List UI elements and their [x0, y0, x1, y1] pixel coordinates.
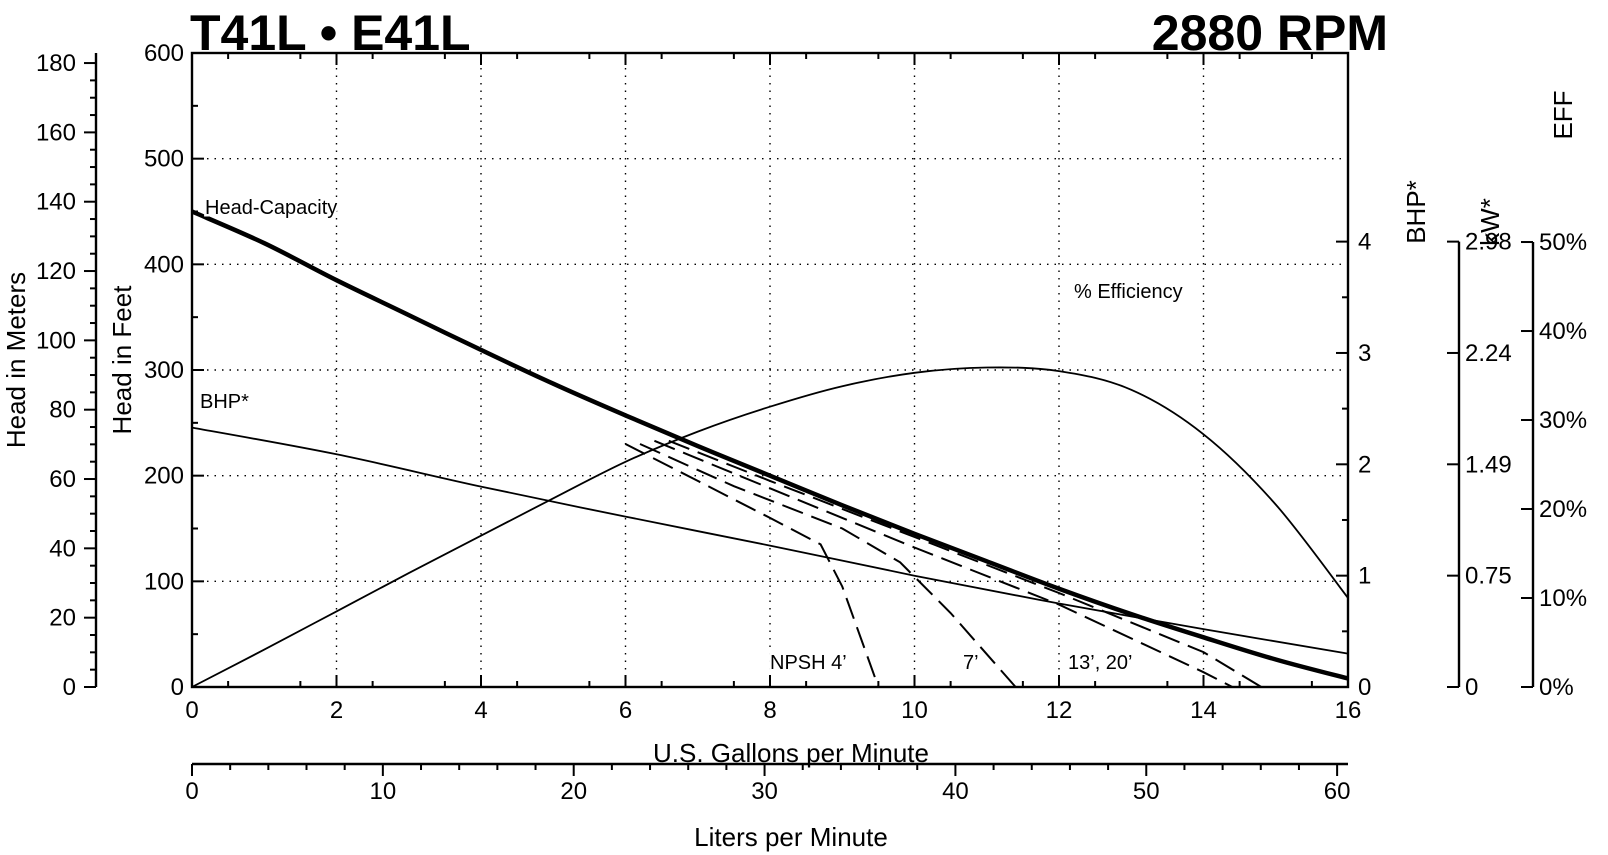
x-tick-label: 14: [1190, 697, 1217, 724]
x-tick-label: 16: [1335, 697, 1362, 724]
grid-layer: [192, 53, 1348, 687]
x-tick-label: 12: [1046, 697, 1073, 724]
y-meters-axis-title: Head in Meters: [1, 272, 31, 448]
y-meters-tick-label: 160: [36, 119, 76, 146]
y-eff-tick-label: 20%: [1539, 496, 1587, 523]
labels-layer: Head-Capacity BHP* % Efficiency NPSH 4’ 7’ 13…: [198, 195, 1186, 677]
x-tick-label: 6: [619, 697, 632, 724]
x2-tick-label: 60: [1324, 778, 1351, 805]
y-bhp-axis-title: BHP*: [1401, 180, 1431, 244]
y-kw-tick-label: 0: [1465, 674, 1478, 701]
x2-tick-label: 0: [185, 778, 198, 805]
npsh-7-label: 7’: [963, 652, 979, 674]
y-kw-axis-title: kW*: [1475, 198, 1505, 246]
y-meters-tick-label: 60: [49, 466, 76, 493]
y-meters-tick-label: 80: [49, 397, 76, 424]
npsh-13ft-curve: [654, 439, 1233, 688]
y-feet-axis-title: Head in Feet: [107, 285, 137, 435]
chart-title-right: 2880 RPM: [1152, 5, 1388, 61]
bhp-label: BHP*: [200, 391, 249, 413]
npsh-4-label: NPSH 4’: [770, 652, 847, 674]
x-tick-label: 0: [185, 697, 198, 724]
y-feet-tick-label: 300: [144, 357, 184, 384]
x2-tick-label: 10: [370, 778, 397, 805]
y-kw-tick-label: 1.49: [1465, 451, 1512, 478]
y-bhp-tick-label: 2: [1358, 451, 1371, 478]
x-tick-label: 8: [763, 697, 776, 724]
x-tick-label: 4: [474, 697, 487, 724]
x2-tick-label: 20: [560, 778, 587, 805]
x-tick-label: 2: [330, 697, 343, 724]
y-eff-tick-label: 0%: [1539, 674, 1574, 701]
y-meters-tick-label: 20: [49, 605, 76, 632]
y-feet-tick-label: 100: [144, 568, 184, 595]
chart-title-left: T41L • E41L: [190, 5, 471, 61]
head-capacity-label: Head-Capacity: [205, 197, 337, 219]
y-feet-tick-label: 200: [144, 463, 184, 490]
y-meters-tick-label: 40: [49, 535, 76, 562]
y-eff-axis-title: EFF: [1548, 90, 1578, 139]
y-feet-tick-label: 400: [144, 251, 184, 278]
y-bhp-tick-label: 1: [1358, 563, 1371, 590]
y-eff-tick-label: 40%: [1539, 318, 1587, 345]
y-bhp-tick-label: 0: [1358, 674, 1371, 701]
y-bhp-tick-label: 4: [1358, 229, 1371, 256]
efficiency-label: % Efficiency: [1074, 281, 1183, 303]
y-kw-tick-label: 2.98: [1465, 229, 1512, 256]
y-eff-tick-label: 50%: [1539, 229, 1587, 256]
y-meters-tick-label: 0: [63, 674, 76, 701]
npsh-13-20-label: 13’, 20’: [1068, 652, 1133, 674]
x2-axis-title: Liters per Minute: [694, 822, 888, 852]
y-bhp-tick-label: 3: [1358, 340, 1371, 367]
bhp-curve: [191, 426, 1349, 655]
axes-layer: 0 2 4 6 8 10 12 14 160 10 20 30 40 50 6001002003004005…: [36, 40, 1587, 805]
npsh-7ft-curve: [639, 443, 1017, 688]
y-eff-tick-label: 30%: [1539, 407, 1587, 434]
y-feet-tick-label: 500: [144, 146, 184, 173]
y-feet-tick-label: 600: [144, 40, 184, 67]
x2-tick-label: 30: [751, 778, 778, 805]
y-meters-tick-label: 120: [36, 258, 76, 285]
npsh-4ft-curve: [625, 443, 880, 688]
y-meters-tick-label: 100: [36, 327, 76, 354]
y-feet-tick-label: 0: [171, 674, 184, 701]
x2-tick-label: 50: [1133, 778, 1160, 805]
x2-tick-label: 40: [942, 778, 969, 805]
efficiency-curve: [191, 366, 1349, 688]
y-eff-tick-label: 10%: [1539, 585, 1587, 612]
npsh-20ft-curve: [668, 439, 1262, 688]
y-kw-tick-label: 2.24: [1465, 340, 1512, 367]
series-layer: [191, 209, 1349, 688]
x-axis-title: U.S. Gallons per Minute: [653, 738, 929, 768]
y-kw-tick-label: 0.75: [1465, 563, 1512, 590]
y-meters-tick-label: 180: [36, 50, 76, 77]
x-tick-label: 10: [901, 697, 928, 724]
y-meters-tick-label: 140: [36, 189, 76, 216]
